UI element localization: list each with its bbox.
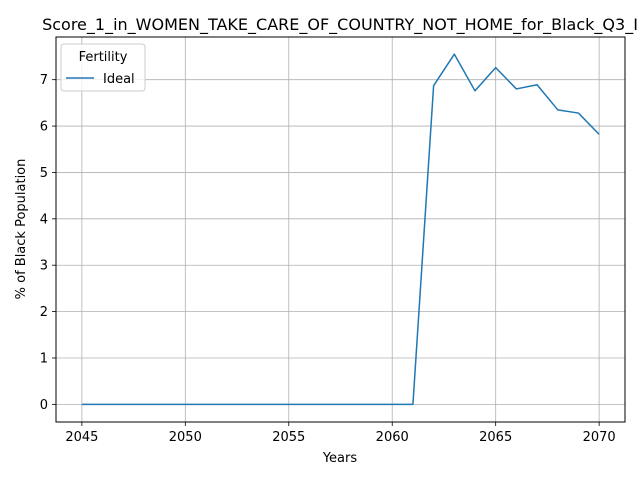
series-line-ideal [81, 53, 600, 406]
y-tick-label: 3 [40, 259, 48, 274]
x-tick-label: 2055 [272, 430, 305, 445]
x-tick-label: 2065 [479, 430, 512, 445]
y-tick-label: 1 [40, 351, 48, 366]
y-axis-label: % of Black Population [14, 159, 29, 300]
chart-title: Score_1_in_WOMEN_TAKE_CARE_OF_COUNTRY_NO… [42, 15, 638, 35]
y-tick-label: 7 [40, 73, 48, 88]
legend-box [60, 43, 146, 92]
y-tick-label: 0 [40, 398, 48, 413]
y-tick-label: 4 [40, 212, 48, 227]
y-tick-label: 6 [40, 120, 48, 135]
x-tick-label: 2050 [169, 430, 202, 445]
grid [56, 37, 625, 422]
legend: Fertility Ideal [60, 43, 146, 92]
axis-ticks: 2045 2050 2055 2060 2065 2070 0 1 2 3 4 5 6 7 [40, 73, 616, 445]
y-tick-label: 2 [40, 305, 48, 320]
series-layer [81, 53, 600, 406]
legend-label-ideal: Ideal [103, 72, 135, 87]
x-tick-label: 2045 [65, 430, 98, 445]
x-axis-label: Years [322, 451, 358, 466]
x-tick-label: 2070 [583, 430, 616, 445]
legend-title: Fertility [79, 50, 128, 65]
x-tick-label: 2060 [376, 430, 409, 445]
y-tick-label: 5 [40, 166, 48, 181]
plot-frame [55, 36, 626, 423]
